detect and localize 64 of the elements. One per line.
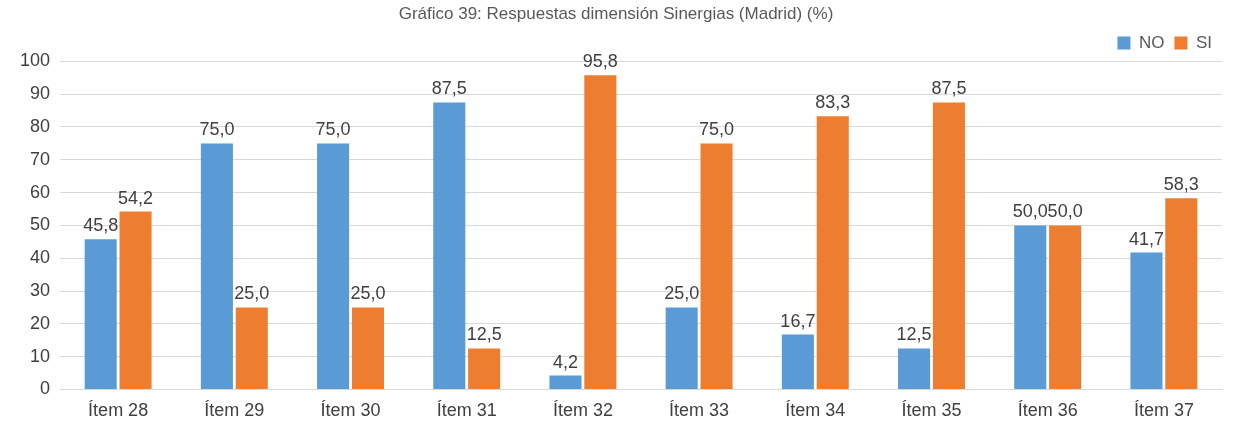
bar	[932, 102, 965, 389]
data-label: 45,8	[83, 215, 119, 236]
x-tick-label: Ítem 32	[552, 400, 613, 421]
y-tick-label: 20	[30, 312, 51, 333]
bar	[665, 307, 698, 389]
data-label: 41,7	[1128, 228, 1164, 249]
data-label: 87,5	[431, 78, 467, 99]
bar	[468, 348, 501, 389]
x-tick-label: Ítem 34	[785, 400, 846, 421]
bar	[1130, 252, 1163, 389]
y-tick-label: 80	[30, 115, 51, 136]
y-tick-label: 30	[30, 279, 51, 300]
data-label: 87,5	[931, 78, 967, 99]
x-tick-label: Ítem 35	[901, 400, 962, 421]
bar	[1165, 198, 1198, 389]
y-tick-label: 90	[30, 83, 51, 104]
legend-label: SI	[1195, 32, 1212, 52]
bar	[1014, 225, 1047, 389]
x-tick-label: Ítem 33	[669, 400, 730, 421]
data-label: 50,0	[1012, 201, 1048, 222]
data-label: 25,0	[350, 283, 386, 304]
legend-label: NO	[1138, 32, 1165, 52]
data-label: 58,3	[1163, 174, 1199, 195]
data-label: 25,0	[234, 283, 270, 304]
bar	[351, 307, 384, 389]
y-tick-label: 0	[40, 378, 51, 399]
data-label: 54,2	[118, 187, 154, 208]
data-label: 12,5	[896, 324, 932, 345]
y-tick-label: 50	[30, 214, 51, 235]
bar	[816, 116, 849, 389]
x-tick-label: Ítem 28	[88, 400, 149, 421]
y-tick-label: 40	[30, 247, 51, 268]
data-label: 75,0	[315, 119, 351, 140]
x-tick-label: Ítem 36	[1017, 400, 1078, 421]
bar	[433, 102, 466, 389]
bar	[84, 239, 117, 389]
bar	[317, 143, 350, 389]
bar	[584, 75, 617, 389]
data-label: 75,0	[699, 119, 735, 140]
data-label: 12,5	[466, 324, 502, 345]
data-label: 16,7	[780, 310, 816, 331]
data-label: 83,3	[815, 92, 851, 113]
x-tick-label: Ítem 31	[436, 400, 497, 421]
bar	[200, 143, 233, 389]
y-tick-label: 60	[30, 181, 51, 202]
x-tick-label: Ítem 37	[1133, 400, 1194, 421]
bar	[700, 143, 733, 389]
bar	[898, 348, 931, 389]
bar	[235, 307, 268, 389]
chart-title: Gráfico 39: Respuestas dimensión Sinergias (Madrid) (%)	[398, 3, 834, 23]
data-label: 25,0	[664, 283, 700, 304]
data-label: 95,8	[582, 51, 618, 72]
y-tick-label: 100	[19, 50, 51, 71]
x-tick-label: Ítem 30	[320, 400, 381, 421]
data-label: 75,0	[199, 119, 235, 140]
x-tick-label: Ítem 29	[204, 400, 265, 421]
bar	[1049, 225, 1082, 389]
bar	[549, 375, 582, 389]
bar	[781, 334, 814, 389]
y-tick-label: 10	[30, 345, 51, 366]
y-tick-label: 70	[30, 148, 51, 169]
bar	[119, 211, 152, 389]
data-label: 4,2	[552, 351, 578, 372]
data-label: 50,0	[1047, 201, 1083, 222]
